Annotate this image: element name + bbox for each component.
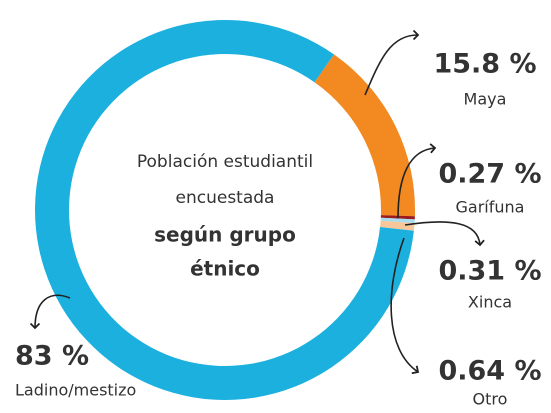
- center-text: Población estudiantil: [137, 152, 313, 172]
- value-label: 83 %: [15, 341, 89, 372]
- value-label: 15.8 %: [433, 49, 536, 80]
- category-label: Garífuna: [456, 198, 525, 217]
- arrow: [405, 222, 480, 245]
- value-label: 0.64 %: [438, 356, 541, 387]
- category-label: Xinca: [468, 293, 512, 312]
- chart: Población estudiantil encuestada según g…: [0, 0, 551, 413]
- value-label: 0.27 %: [438, 159, 541, 190]
- arrow: [365, 35, 418, 95]
- center-text: encuestada: [176, 188, 275, 208]
- center-text: étnico: [190, 257, 260, 281]
- category-label: Ladino/mestizo: [15, 381, 136, 400]
- value-label: 0.31 %: [438, 256, 541, 287]
- center-text: según grupo: [154, 223, 296, 247]
- category-label: Maya: [464, 90, 507, 109]
- category-label: Otro: [473, 390, 508, 409]
- donut: [35, 20, 415, 400]
